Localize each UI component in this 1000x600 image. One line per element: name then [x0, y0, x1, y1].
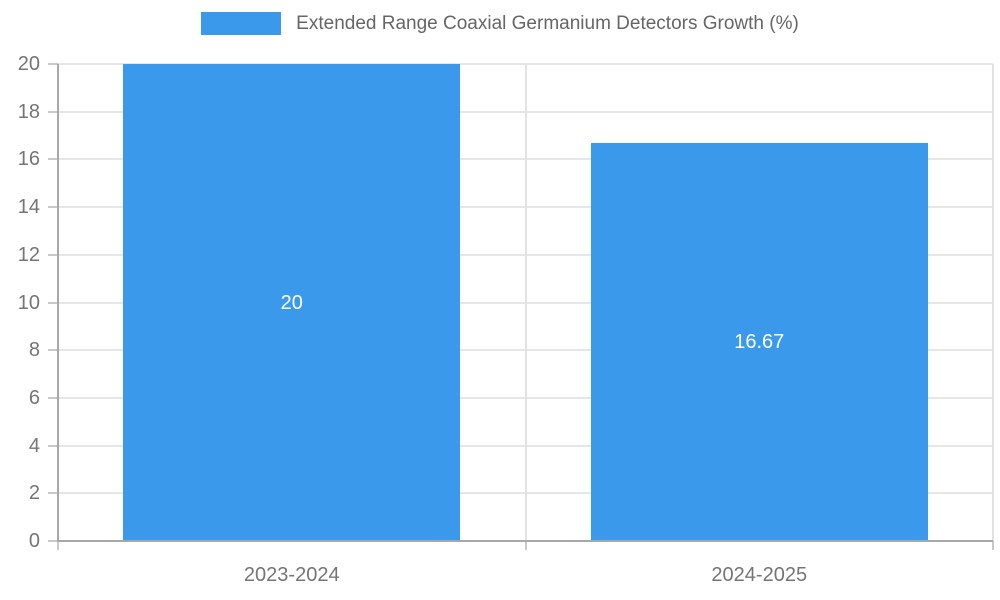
- legend-swatch: [201, 12, 282, 35]
- bar-value-label: 20: [280, 291, 303, 314]
- y-axis-tick-label: 4: [28, 434, 40, 457]
- legend: Extended Range Coaxial Germanium Detecto…: [0, 12, 1000, 35]
- y-axis-tick-label: 20: [17, 53, 40, 75]
- x-axis-tick: [524, 541, 527, 550]
- x-axis-tick-label: 2023-2024: [243, 564, 340, 586]
- y-axis-tick: [48, 349, 58, 352]
- y-axis-tick-label: 0: [28, 530, 40, 552]
- y-axis-tick: [48, 253, 58, 256]
- y-axis-tick-label: 18: [17, 100, 40, 123]
- x-axis-tick: [992, 541, 994, 550]
- gridline-vertical: [992, 64, 994, 541]
- y-axis-line: [57, 64, 59, 542]
- y-axis-tick: [48, 158, 58, 161]
- y-axis-tick-label: 16: [17, 148, 40, 171]
- x-axis-line: [58, 540, 993, 542]
- legend-label: Extended Range Coaxial Germanium Detecto…: [296, 12, 799, 34]
- x-axis-tick-label: 2024-2025: [711, 564, 808, 586]
- y-axis-tick: [48, 110, 58, 113]
- bar: [590, 143, 928, 541]
- y-axis-tick: [48, 540, 58, 542]
- y-axis-tick-label: 14: [17, 196, 40, 219]
- y-axis-tick-label: 8: [28, 339, 40, 362]
- bar: [123, 64, 461, 541]
- y-axis-tick: [48, 492, 58, 495]
- y-axis-tick: [48, 396, 58, 399]
- y-axis-tick: [48, 206, 58, 209]
- y-axis-tick: [48, 444, 58, 447]
- bar-value-label: 16.67: [734, 331, 785, 354]
- gridline-vertical: [524, 64, 527, 541]
- y-axis-tick: [48, 301, 58, 304]
- y-axis-tick: [48, 63, 58, 65]
- y-axis-tick-label: 6: [28, 386, 40, 409]
- y-axis-tick-label: 2: [28, 482, 40, 505]
- y-axis-tick-label: 12: [17, 243, 40, 266]
- y-axis-tick-label: 10: [17, 291, 40, 314]
- x-axis-tick: [57, 541, 59, 550]
